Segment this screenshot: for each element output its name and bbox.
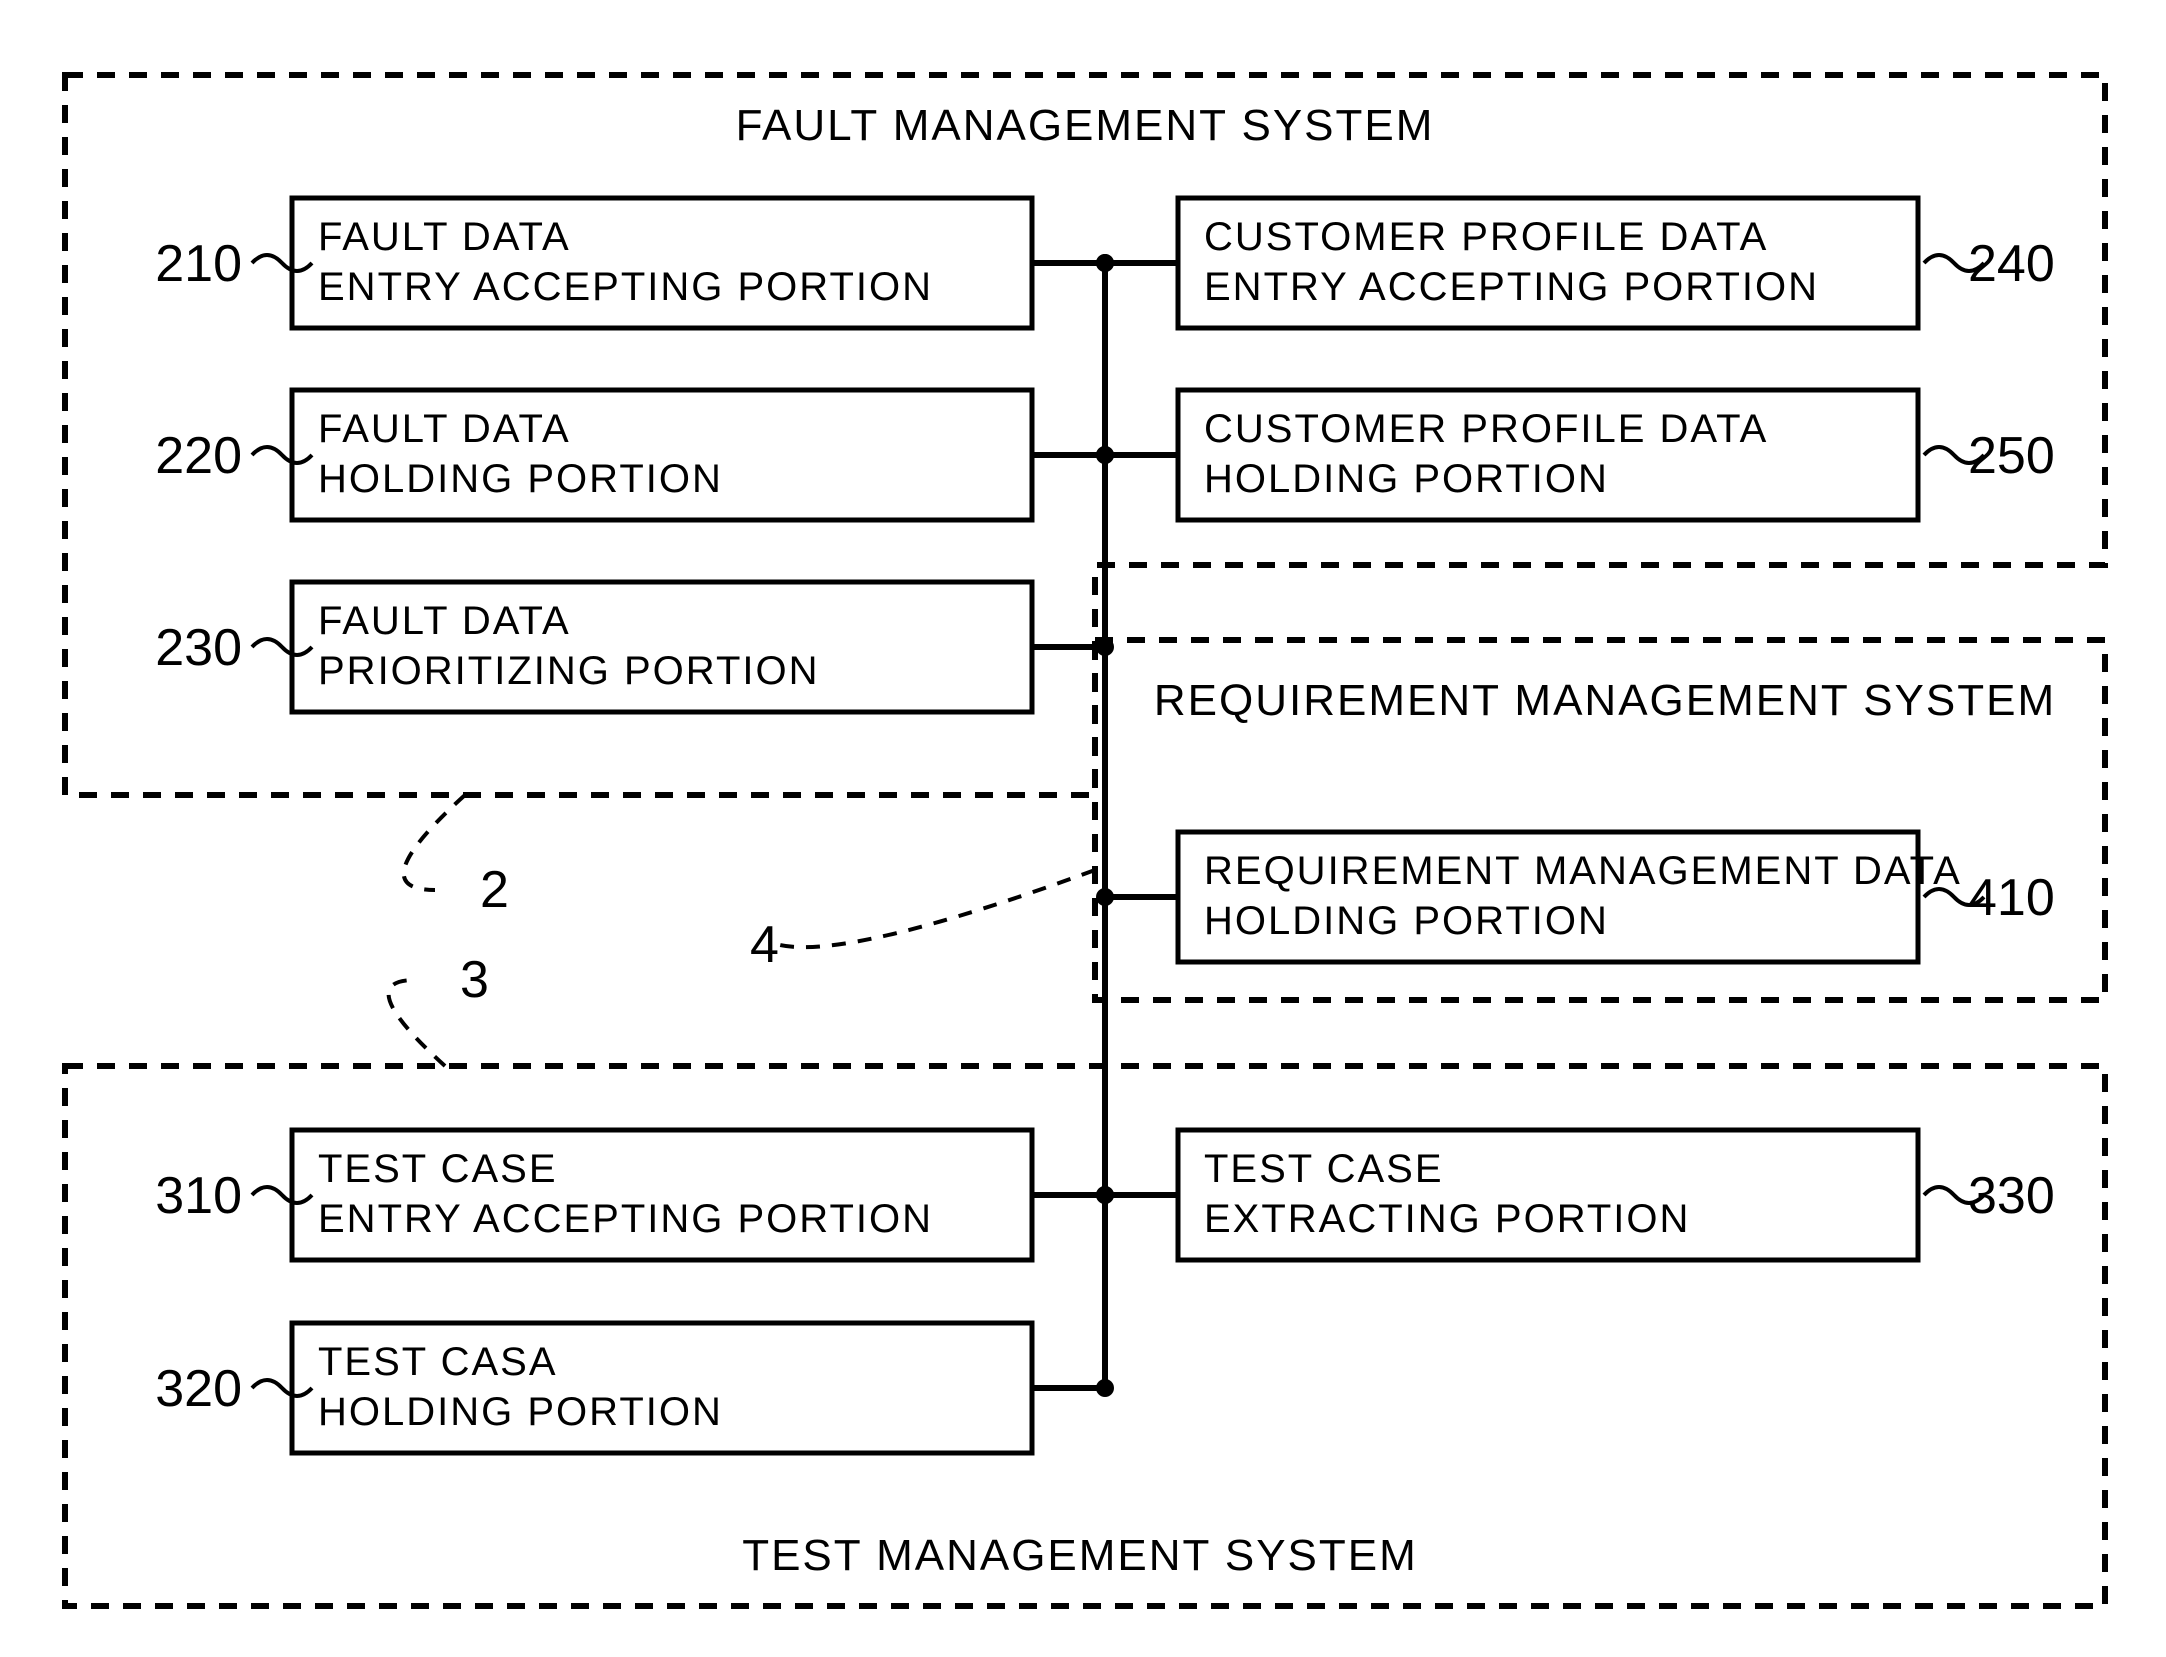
block-410-line0: REQUIREMENT MANAGEMENT DATA (1204, 849, 1962, 893)
req-title: REQUIREMENT MANAGEMENT SYSTEM (1154, 676, 2056, 725)
block-330: TEST CASEEXTRACTING PORTION330 (1096, 1130, 2055, 1260)
block-240-line0: CUSTOMER PROFILE DATA (1204, 215, 1768, 259)
block-410: REQUIREMENT MANAGEMENT DATA HOLDING PORTI… (1096, 832, 2055, 962)
leader-label-3: 3 (460, 951, 489, 1009)
block-250: CUSTOMER PROFILE DATAHOLDING PORTION250 (1096, 390, 2055, 520)
ref-220: 220 (155, 427, 242, 485)
block-230-line0: FAULT DATA (318, 599, 571, 643)
block-220: FAULT DATA HOLDING PORTION 220 (155, 390, 1114, 520)
block-310-line1: ENTRY ACCEPTING PORTION (318, 1197, 933, 1241)
block-320-line0: TEST CASA (318, 1340, 558, 1384)
block-210: FAULT DATA ENTRY ACCEPTING PORTION 210 (155, 198, 1114, 328)
block-240: CUSTOMER PROFILE DATA ENTRY ACCEPTING POR… (1096, 198, 2055, 328)
block-320-line1: HOLDING PORTION (318, 1390, 723, 1434)
block-320: TEST CASA HOLDING PORTION 320 (155, 1323, 1114, 1453)
fault-title: FAULT MANAGEMENT SYSTEM (736, 101, 1435, 150)
block-330-line1: EXTRACTING PORTION (1204, 1197, 1690, 1241)
block-250-line0: CUSTOMER PROFILE DATA (1204, 407, 1768, 451)
block-230-line1: PRIORITIZING PORTION (318, 649, 820, 693)
ref-320: 320 (155, 1360, 242, 1418)
block-310-line0: TEST CASE (318, 1147, 558, 1191)
test-title: TEST MANAGEMENT SYSTEM (742, 1531, 1418, 1580)
block-220-line0: FAULT DATA (318, 407, 571, 451)
block-210-line1: ENTRY ACCEPTING PORTION (318, 265, 933, 309)
block-310: TEST CASE ENTRY ACCEPTING PORTION 310 (155, 1130, 1114, 1260)
ref-210: 210 (155, 235, 242, 293)
block-230: FAULT DATA PRIORITIZING PORTION 230 (155, 582, 1114, 712)
block-240-line1: ENTRY ACCEPTING PORTION (1204, 265, 1819, 309)
leader-label-2: 2 (480, 861, 509, 919)
block-250-line1: HOLDING PORTION (1204, 457, 1609, 501)
block-410-line1: HOLDING PORTION (1204, 899, 1609, 943)
ref-230: 230 (155, 619, 242, 677)
ref-310: 310 (155, 1167, 242, 1225)
block-210-line0: FAULT DATA (318, 215, 571, 259)
block-220-line1: HOLDING PORTION (318, 457, 723, 501)
leader-label-4: 4 (750, 916, 779, 974)
block-330-line0: TEST CASE (1204, 1147, 1444, 1191)
